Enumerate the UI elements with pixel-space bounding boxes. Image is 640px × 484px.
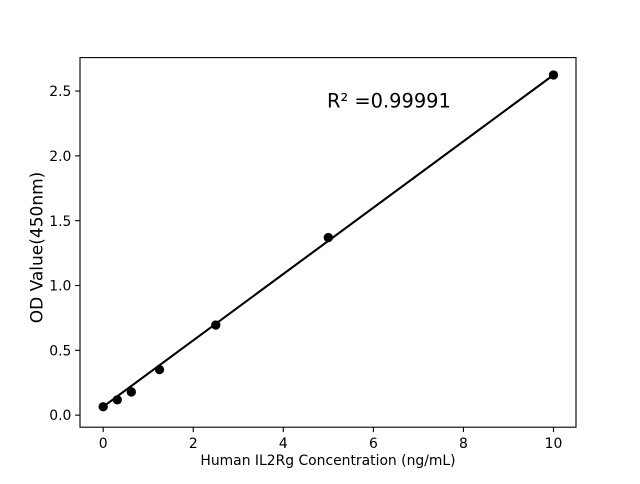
- data-point: [98, 402, 108, 412]
- plot-frame: [79, 57, 577, 428]
- y-tick-label: 2.0: [49, 149, 71, 165]
- x-tick-label: 2: [189, 436, 198, 452]
- x-axis-label: Human IL2Rg Concentration (ng/mL): [200, 453, 455, 469]
- y-axis-label: OD Value(450nm): [28, 172, 48, 324]
- y-tick-label: 2.5: [49, 84, 71, 100]
- y-tick-label: 0.5: [49, 343, 71, 359]
- x-tick-label: 10: [545, 436, 563, 452]
- data-point: [126, 387, 136, 397]
- y-tick-label: 0.0: [49, 408, 71, 424]
- y-tick-label: 1.0: [49, 279, 71, 295]
- data-point: [211, 320, 221, 330]
- data-point: [154, 364, 165, 375]
- x-tick-label: 8: [459, 436, 468, 452]
- x-tick-label: 4: [279, 436, 288, 452]
- y-tick-label: 1.5: [49, 214, 71, 230]
- chart-plot-area: 0 2 4 6 8 10 0.0 0.5 1.0 1.5 2.0 2.5: [49, 57, 577, 452]
- data-point: [112, 395, 122, 405]
- x-tick-label: 0: [99, 436, 108, 452]
- r-squared-annotation: R² =0.99991: [327, 90, 451, 113]
- data-point: [323, 232, 333, 243]
- x-tick-label: 6: [369, 436, 378, 452]
- data-point: [548, 70, 559, 80]
